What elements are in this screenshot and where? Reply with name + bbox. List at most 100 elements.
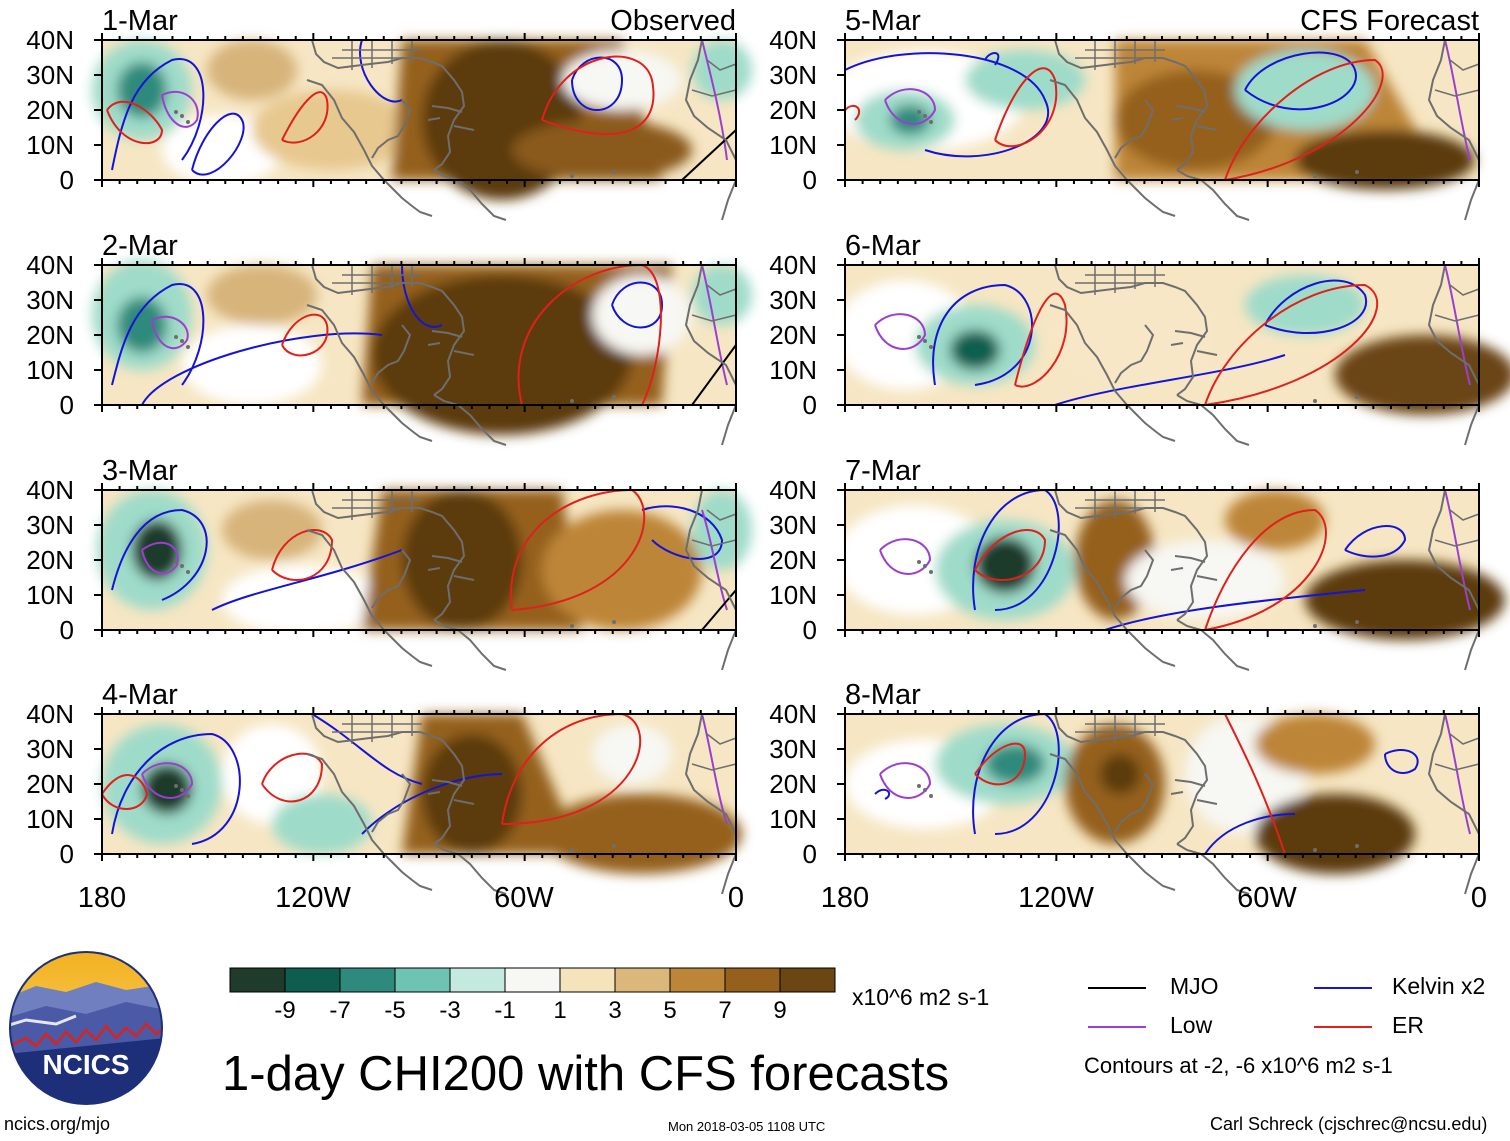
lon-label-0-left: 0 xyxy=(728,882,744,914)
panel-title-3-mar: 3-Mar xyxy=(102,455,178,487)
lat-label: 10N xyxy=(769,130,817,160)
legend-label-kelvin: Kelvin x2 xyxy=(1392,973,1486,999)
colorbar-label: -1 xyxy=(494,997,516,1024)
colorbar-label: -5 xyxy=(384,997,406,1024)
lat-label: 40N xyxy=(769,25,817,55)
lon-label-60w-right: 60W xyxy=(1237,882,1297,914)
legend-line-low xyxy=(1088,1026,1146,1028)
lat-label: 0 xyxy=(803,390,817,420)
lat-label: 10N xyxy=(26,130,74,160)
colorbar-swatch xyxy=(724,967,781,993)
colorbar-swatch xyxy=(284,967,341,993)
colorbar-swatch xyxy=(394,967,451,993)
lat-label: 0 xyxy=(803,165,817,195)
lon-label-60w-left: 60W xyxy=(494,882,554,914)
lat-label: 20N xyxy=(26,769,74,799)
lat-label: 30N xyxy=(26,510,74,540)
lon-label-180-left: 180 xyxy=(78,882,126,914)
footer-website[interactable]: ncics.org/mjo xyxy=(4,1114,111,1134)
lat-label: 30N xyxy=(26,734,74,764)
lat-label: 0 xyxy=(803,615,817,645)
lat-label: 0 xyxy=(60,839,74,869)
lat-label: 40N xyxy=(26,475,74,505)
colorbar-label: 9 xyxy=(773,997,787,1024)
panel-1-mar xyxy=(92,39,752,221)
colorbar-label: 3 xyxy=(608,997,622,1024)
panel-7-mar xyxy=(835,488,1505,671)
contour-note: Contours at -2, -6 x10^6 m2 s-1 xyxy=(1084,1053,1393,1078)
footer-timestamp: Mon 2018-03-05 1108 UTC xyxy=(668,1119,826,1134)
lat-label: 30N xyxy=(769,510,817,540)
legend-label-er: ER xyxy=(1392,1012,1424,1038)
panel-3-mar xyxy=(97,488,752,671)
colorbar-label: -7 xyxy=(329,997,351,1024)
lat-label: 20N xyxy=(26,545,74,575)
lat-label: 10N xyxy=(26,355,74,385)
lat-label: 10N xyxy=(769,804,817,834)
colorbar-swatch xyxy=(229,967,286,993)
lat-label: 0 xyxy=(60,390,74,420)
lat-label: 30N xyxy=(769,60,817,90)
panel-title-5-mar: 5-Mar xyxy=(845,5,921,37)
lat-label: 0 xyxy=(60,615,74,645)
lat-label: 40N xyxy=(769,475,817,505)
logo-text: NCICS xyxy=(42,1049,129,1080)
colorbar-label: 7 xyxy=(718,997,732,1024)
colorbar-swatch xyxy=(669,967,726,993)
legend-line-kelvin xyxy=(1314,987,1372,989)
panel-title-7-mar: 7-Mar xyxy=(845,455,921,487)
panel-6-mar xyxy=(835,264,1510,446)
panel-5-mar xyxy=(825,39,1480,221)
ncics-logo: NCICS xyxy=(9,951,163,1105)
lat-label: 10N xyxy=(26,804,74,834)
colorbar-label: 5 xyxy=(663,997,677,1024)
colorbar-swatch xyxy=(504,967,561,993)
panel-title-4-mar: 4-Mar xyxy=(102,679,178,711)
figure-title: 1-day CHI200 with CFS forecasts xyxy=(222,1047,950,1101)
panel-title-1-mar: 1-Mar xyxy=(102,5,178,37)
colorbar-units: x10^6 m2 s-1 xyxy=(852,984,990,1010)
lon-label-120w-right: 120W xyxy=(1018,882,1094,914)
lon-label-180-right: 180 xyxy=(821,882,869,914)
panel-2-mar xyxy=(92,260,752,446)
colorbar-swatch xyxy=(614,967,671,993)
colorbar-swatch xyxy=(779,967,836,993)
lat-label: 20N xyxy=(26,320,74,350)
lat-label: 20N xyxy=(769,320,817,350)
legend-line-er xyxy=(1314,1026,1372,1028)
lat-label: 40N xyxy=(769,250,817,280)
lat-label: 20N xyxy=(769,95,817,125)
colorbar-label: -9 xyxy=(274,997,296,1024)
legend-label-mjo: MJO xyxy=(1170,973,1219,999)
panel-tag-cfs-forecast: CFS Forecast xyxy=(1300,5,1479,37)
colorbar xyxy=(229,967,836,993)
lat-label: 40N xyxy=(26,699,74,729)
panel-tag-observed: Observed xyxy=(610,5,736,37)
footer-author: Carl Schreck (cjschrec@ncsu.edu) xyxy=(1210,1114,1488,1134)
lat-label: 10N xyxy=(769,355,817,385)
lon-label-0-right: 0 xyxy=(1471,882,1487,914)
colorbar-label: -3 xyxy=(439,997,461,1024)
lat-label: 40N xyxy=(26,25,74,55)
colorbar-swatch xyxy=(339,967,396,993)
lat-label: 30N xyxy=(769,734,817,764)
lat-label: 0 xyxy=(803,839,817,869)
legend-line-mjo xyxy=(1088,987,1146,989)
lat-label: 0 xyxy=(60,165,74,195)
lat-label: 20N xyxy=(769,769,817,799)
panel-title-8-mar: 8-Mar xyxy=(845,679,921,711)
lat-label: 10N xyxy=(769,580,817,610)
panel-4-mar xyxy=(101,712,742,895)
colorbar-label: 1 xyxy=(553,997,567,1024)
panel-title-2-mar: 2-Mar xyxy=(102,230,178,262)
lat-label: 10N xyxy=(26,580,74,610)
lat-label: 30N xyxy=(26,285,74,315)
colorbar-swatch xyxy=(559,967,616,993)
lat-label: 30N xyxy=(26,60,74,90)
legend-label-low: Low xyxy=(1170,1012,1213,1038)
lat-label: 40N xyxy=(26,250,74,280)
lat-label: 40N xyxy=(769,699,817,729)
lat-label: 20N xyxy=(769,545,817,575)
lon-label-120w-left: 120W xyxy=(275,882,351,914)
lat-label: 30N xyxy=(769,285,817,315)
